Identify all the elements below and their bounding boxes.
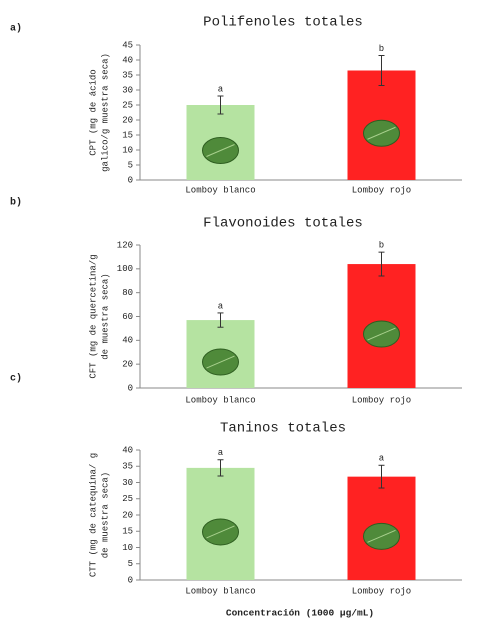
x-tick-label: Lomboy rojo	[352, 395, 411, 405]
y-axis-label: CPT (mg de ácido	[88, 69, 98, 155]
x-tick-label: Lomboy rojo	[352, 185, 411, 195]
y-axis-label: CTT (mg de catequina/ g	[88, 453, 98, 577]
significance-letter: a	[218, 301, 224, 311]
x-axis-label: Concentración (1000 µg/mL)	[226, 608, 374, 619]
y-tick-label: 0	[128, 175, 133, 185]
y-tick-label: 5	[128, 160, 133, 170]
y-axis-label: de muestra seca)	[100, 273, 110, 359]
y-tick-label: 40	[122, 336, 133, 346]
y-axis-label: CFT (mg de quercetina/g	[88, 254, 98, 378]
significance-letter: a	[218, 84, 224, 94]
y-tick-label: 25	[122, 100, 133, 110]
chart-title: Taninos totales	[220, 421, 346, 437]
y-tick-label: 30	[122, 478, 133, 488]
y-tick-label: 10	[122, 543, 133, 553]
significance-letter: a	[379, 454, 385, 464]
panel-label: a)	[10, 23, 22, 35]
y-tick-label: 40	[122, 55, 133, 65]
y-axis-label: de muestra seca)	[100, 472, 110, 558]
figure: a) Polifenoles totales CPT (mg de ácidogal…	[0, 0, 480, 621]
chart-title: Flavonoides totales	[203, 216, 363, 232]
x-tick-label: Lomboy blanco	[185, 185, 255, 195]
x-tick-label: Lomboy blanco	[185, 395, 255, 405]
y-tick-label: 20	[122, 510, 133, 520]
x-tick-label: Lomboy blanco	[185, 586, 255, 596]
panel-label: c)	[10, 373, 22, 385]
y-tick-label: 25	[122, 494, 133, 504]
significance-letter: b	[379, 241, 384, 251]
y-tick-label: 5	[128, 559, 133, 569]
y-tick-label: 0	[128, 383, 133, 393]
x-tick-label: Lomboy rojo	[352, 586, 411, 596]
y-tick-label: 35	[122, 70, 133, 80]
y-tick-label: 45	[122, 40, 133, 50]
chart-title: Polifenoles totales	[203, 15, 363, 31]
y-tick-label: 20	[122, 115, 133, 125]
y-tick-label: 20	[122, 360, 133, 370]
significance-letter: a	[218, 448, 224, 458]
y-tick-label: 80	[122, 288, 133, 298]
y-tick-label: 0	[128, 575, 133, 585]
y-tick-label: 40	[122, 445, 133, 455]
y-tick-label: 15	[122, 527, 133, 537]
y-tick-label: 60	[122, 312, 133, 322]
y-tick-label: 10	[122, 145, 133, 155]
y-tick-label: 15	[122, 130, 133, 140]
y-tick-label: 30	[122, 85, 133, 95]
y-axis-label: galico/g muestra seca)	[100, 53, 110, 172]
y-tick-label: 100	[117, 264, 133, 274]
significance-letter: b	[379, 44, 384, 54]
panel-label: b)	[10, 197, 22, 209]
y-tick-label: 35	[122, 462, 133, 472]
y-tick-label: 120	[117, 240, 133, 250]
